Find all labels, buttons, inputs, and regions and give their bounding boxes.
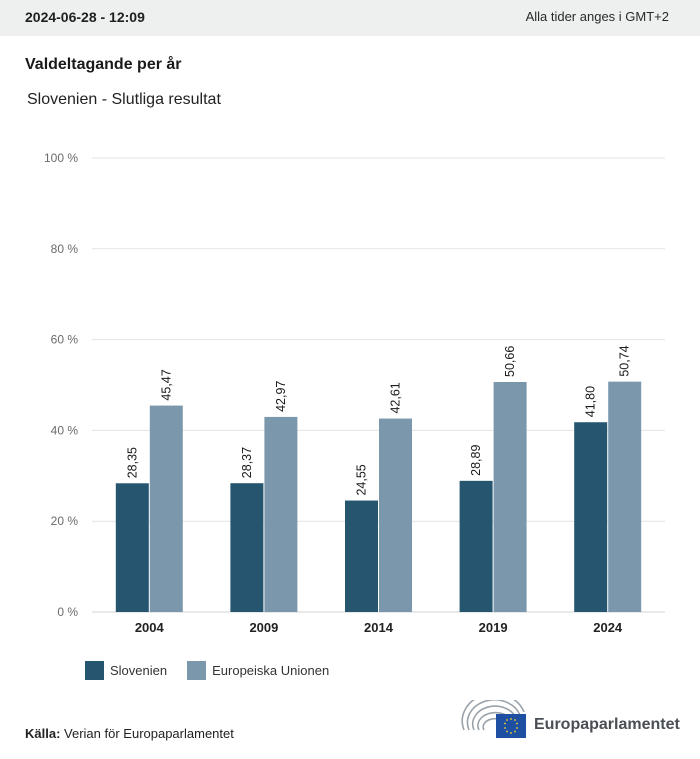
- top-bar: 2024-06-28 - 12:09 Alla tider anges i GM…: [0, 0, 700, 36]
- y-tick-label: 20 %: [51, 514, 79, 528]
- x-tick-label: 2009: [249, 620, 278, 635]
- bar-slovenia-2009[interactable]: [230, 483, 264, 612]
- legend-swatch-eu: [187, 661, 207, 680]
- legend-label: Slovenien: [110, 663, 168, 678]
- x-tick-label: 2004: [135, 620, 165, 635]
- bar-eu-2014[interactable]: [379, 418, 412, 612]
- legend: Slovenien Europeiska Unionen: [85, 661, 349, 680]
- chart-title: Valdeltagande per år: [25, 56, 182, 73]
- y-tick-label: 80 %: [51, 242, 79, 256]
- bar-slovenia-2024[interactable]: [574, 422, 608, 612]
- y-axis-ticks: 0 % 20 % 40 % 60 % 80 % 100 %: [44, 151, 78, 619]
- grid-lines: [92, 157, 665, 613]
- bar-eu-2004[interactable]: [149, 405, 183, 612]
- data-label: 24,55: [355, 464, 369, 495]
- y-tick-label: 0 %: [57, 605, 78, 619]
- bar-slovenia-2014[interactable]: [345, 500, 378, 612]
- data-label: 50,74: [618, 345, 632, 376]
- legend-item-eu[interactable]: Europeiska Unionen: [187, 661, 329, 680]
- data-label: 41,80: [584, 386, 598, 417]
- source-text: Verian för Europaparlamentet: [64, 726, 234, 741]
- x-tick-label: 2019: [479, 620, 508, 635]
- bar-eu-2024[interactable]: [608, 381, 642, 612]
- bars: [115, 381, 642, 612]
- data-label: 28,37: [240, 447, 254, 478]
- y-tick-label: 40 %: [51, 423, 79, 437]
- data-label: 50,66: [503, 346, 517, 377]
- bar-chart: 0 % 20 % 40 % 60 % 80 % 100 % 28,35 45,47 28,37…: [44, 151, 665, 635]
- bar-slovenia-2004[interactable]: [115, 483, 149, 612]
- x-tick-label: 2014: [364, 620, 394, 635]
- bar-eu-2019[interactable]: [493, 382, 527, 612]
- data-label: 42,97: [274, 381, 288, 412]
- parliament-hemicycle-icon: [461, 700, 526, 738]
- data-label: 28,89: [469, 445, 483, 476]
- x-tick-label: 2024: [593, 620, 623, 635]
- legend-swatch-slovenia: [85, 661, 104, 680]
- bar-slovenia-2019[interactable]: [459, 480, 493, 612]
- x-axis-ticks: 2004 2009 2014 2019 2024: [135, 620, 623, 635]
- logo-text: Europaparlamentet: [534, 716, 680, 733]
- source-note: Källa: Verian för Europaparlamentet: [25, 726, 234, 741]
- ep-logo: Europaparlamentet: [460, 700, 680, 740]
- data-label: 42,61: [389, 382, 403, 413]
- data-label: 28,35: [125, 447, 139, 478]
- chart-subtitle: Slovenien - Slutliga resultat: [27, 91, 221, 108]
- bar-eu-2009[interactable]: [264, 416, 298, 612]
- timezone-note: Alla tider anges i GMT+2: [525, 9, 669, 24]
- timestamp: 2024-06-28 - 12:09: [25, 9, 145, 25]
- data-labels: 28,35 45,47 28,37 42,97 24,55 42,61 28,89 50,66…: [125, 345, 631, 495]
- data-label: 45,47: [159, 369, 173, 400]
- y-tick-label: 60 %: [51, 333, 79, 347]
- legend-item-slovenia[interactable]: Slovenien: [85, 661, 167, 680]
- legend-label: Europeiska Unionen: [212, 663, 330, 678]
- y-tick-label: 100 %: [44, 151, 78, 165]
- source-label: Källa:: [25, 726, 61, 741]
